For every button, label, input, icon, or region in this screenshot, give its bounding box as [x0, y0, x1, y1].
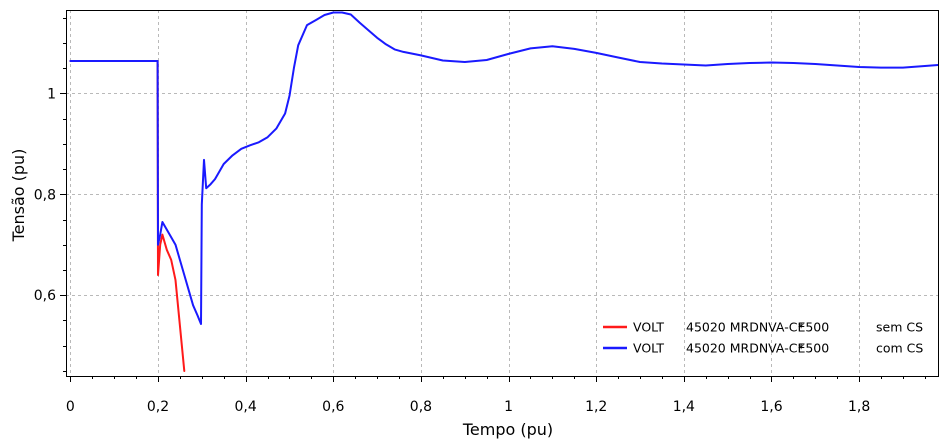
series-lines	[69, 11, 939, 372]
x-tick-label: 1,6	[760, 399, 782, 415]
legend-entry-text: 45020 MRDNVA-CE500	[686, 320, 829, 335]
y-tick-label: 0,8	[34, 187, 56, 203]
x-tick-label: 0,4	[235, 399, 257, 415]
x-tick-label: 0,8	[410, 399, 432, 415]
legend-entry-text: VOLT	[633, 341, 664, 356]
x-tick-label: 1,2	[585, 399, 607, 415]
axis-ticks	[60, 18, 926, 382]
y-tick-labels: 0,6 0,8 1	[34, 86, 56, 304]
legend-entry-text: com CS	[876, 341, 923, 356]
y-tick-label: 1	[47, 86, 56, 102]
legend-entry-text: sem CS	[876, 320, 923, 335]
x-tick-label: 1	[504, 399, 513, 415]
y-tick-label: 0,6	[34, 288, 56, 304]
series-line-sem-cs	[69, 60, 186, 372]
x-tick-label: 1,8	[848, 399, 870, 415]
legend-entry-text: *	[798, 320, 804, 335]
legend-entry-text: *	[798, 341, 804, 356]
y-axis-title: Tensão (pu)	[9, 149, 28, 243]
legend-entry-text: VOLT	[633, 320, 664, 335]
x-tick-label: 0	[66, 399, 75, 415]
x-tick-labels: 0 0,2 0,4 0,6 0,8 1 1,2 1,4 1,6 1,8	[66, 399, 870, 415]
legend-entry-text: 45020 MRDNVA-CE500	[686, 341, 829, 356]
x-tick-label: 0,6	[322, 399, 344, 415]
series-line-com-cs	[69, 11, 939, 325]
x-tick-label: 0,2	[147, 399, 169, 415]
x-axis-title: Tempo (pu)	[462, 420, 553, 439]
x-tick-label: 1,4	[673, 399, 695, 415]
